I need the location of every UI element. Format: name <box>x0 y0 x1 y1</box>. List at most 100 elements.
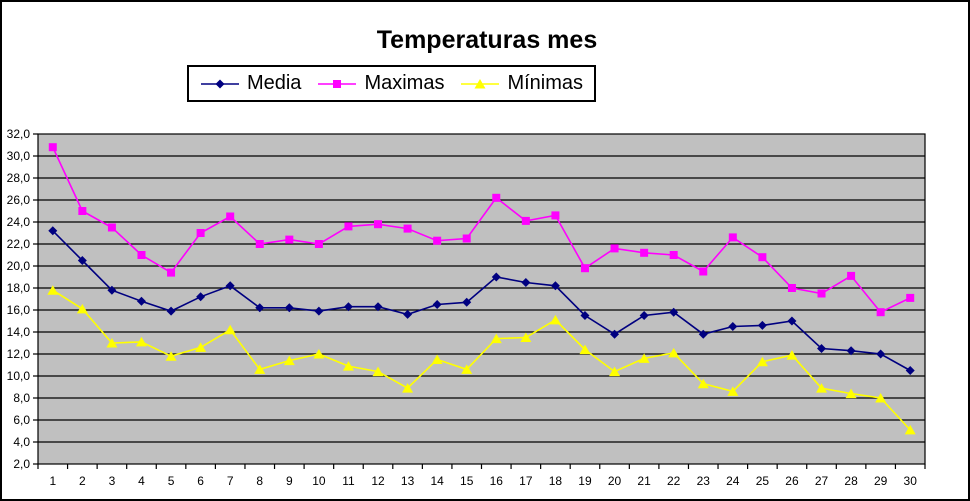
data-point-square-icon <box>492 193 501 202</box>
legend-marker-diamond-icon <box>215 79 225 88</box>
data-point-triangle-icon <box>786 350 798 360</box>
data-point-triangle-icon <box>875 393 887 403</box>
plot-background <box>37 133 926 465</box>
series-line <box>52 289 911 431</box>
data-point-square-icon <box>728 233 737 242</box>
y-tick-label: 16,0 <box>7 303 31 317</box>
data-point-square-icon <box>344 222 353 231</box>
x-tick-label: 23 <box>697 474 711 488</box>
y-tick-label: 28,0 <box>7 171 31 185</box>
data-point-square-icon <box>137 251 146 259</box>
y-tick-label: 8,0 <box>13 391 30 405</box>
x-tick-label: 5 <box>168 474 175 488</box>
x-tick-label: 25 <box>756 474 770 488</box>
data-point-square-icon <box>107 223 116 232</box>
data-point-diamond-icon <box>550 281 560 291</box>
data-point-square-icon <box>610 244 619 253</box>
data-point-diamond-icon <box>432 300 442 309</box>
series-line <box>52 146 911 314</box>
data-point-diamond-icon <box>580 311 590 320</box>
x-tick-label: 13 <box>401 474 415 488</box>
x-tick-label: 1 <box>49 474 56 488</box>
maximas-line-square-icon <box>318 79 357 88</box>
data-point-triangle-icon <box>638 353 650 363</box>
data-point-diamond-icon <box>373 302 383 312</box>
data-point-triangle-icon <box>47 285 59 295</box>
legend-marker-square-icon <box>333 79 342 88</box>
data-point-diamond-icon <box>48 226 58 236</box>
data-point-triangle-icon <box>135 336 147 347</box>
data-point-triangle-icon <box>579 344 591 355</box>
data-point-diamond-icon <box>491 272 501 282</box>
x-tick-label: 16 <box>490 474 504 488</box>
data-point-triangle-icon <box>254 364 266 374</box>
data-point-diamond-icon <box>314 306 324 316</box>
series-mínimas <box>47 285 916 435</box>
series-maximas <box>48 143 915 317</box>
data-point-square-icon <box>669 251 678 259</box>
data-point-triangle-icon <box>402 383 414 393</box>
x-tick-label: 8 <box>256 474 263 488</box>
legend-item-media: Media <box>200 72 301 95</box>
y-tick-label: 4,0 <box>13 435 30 449</box>
y-tick-label: 32,0 <box>7 127 31 141</box>
x-tick-label: 3 <box>109 474 116 488</box>
x-tick-label: 9 <box>286 474 293 488</box>
x-tick-label: 2 <box>79 474 86 488</box>
data-point-square-icon <box>48 143 57 152</box>
data-point-square-icon <box>758 253 767 262</box>
x-tick-label: 21 <box>637 474 651 488</box>
data-point-triangle-icon <box>431 354 443 364</box>
data-point-triangle-icon <box>224 324 236 335</box>
data-point-triangle-icon <box>342 361 354 371</box>
data-point-triangle-icon <box>609 366 621 377</box>
series-media <box>48 226 915 375</box>
x-tick-label: 29 <box>874 474 888 488</box>
data-point-diamond-icon <box>610 329 620 339</box>
data-point-square-icon <box>226 212 235 221</box>
legend-marker-triangle-icon <box>474 78 486 88</box>
y-tick-label: 18,0 <box>7 281 31 295</box>
data-point-triangle-icon <box>520 332 532 342</box>
y-tick-label: 24,0 <box>7 215 31 229</box>
chart-title: Temperaturas mes <box>376 26 598 54</box>
data-point-diamond-icon <box>284 303 294 313</box>
y-tick-label: 12,0 <box>7 347 31 361</box>
data-point-diamond-icon <box>817 344 827 353</box>
data-point-triangle-icon <box>845 388 857 399</box>
x-tick-label: 27 <box>815 474 829 488</box>
x-tick-label: 14 <box>430 474 444 488</box>
x-tick-label: 30 <box>904 474 918 488</box>
x-tick-label: 17 <box>519 474 533 488</box>
data-point-diamond-icon <box>639 311 649 320</box>
data-point-diamond-icon <box>757 320 767 330</box>
data-point-square-icon <box>580 264 589 273</box>
x-tick-label: 18 <box>549 474 563 488</box>
legend: Media Maximas Mínimas <box>187 65 596 102</box>
data-point-triangle-icon <box>490 333 502 344</box>
legend-label-minimas: Mínimas <box>507 72 584 94</box>
legend-label-maximas: Maximas <box>364 72 445 94</box>
legend-item-minimas: Mínimas <box>460 72 583 95</box>
x-tick-label: 15 <box>460 474 474 488</box>
data-point-diamond-icon <box>107 285 117 295</box>
x-tick-label: 12 <box>371 474 385 488</box>
data-point-triangle-icon <box>756 356 768 367</box>
x-tick-label: 24 <box>726 474 740 488</box>
data-point-square-icon <box>285 235 294 244</box>
data-point-diamond-icon <box>196 292 206 302</box>
data-point-triangle-icon <box>165 351 177 361</box>
y-tick-label: 22,0 <box>7 237 31 251</box>
data-point-square-icon <box>521 216 530 225</box>
x-tick-label: 10 <box>312 474 326 488</box>
y-tick-label: 2,0 <box>13 457 30 471</box>
data-point-diamond-icon <box>698 329 708 339</box>
y-tick-label: 14,0 <box>7 325 31 339</box>
data-point-diamond-icon <box>255 303 265 313</box>
data-point-triangle-icon <box>549 314 561 325</box>
data-point-square-icon <box>699 267 708 276</box>
data-point-triangle-icon <box>76 303 88 314</box>
data-point-square-icon <box>403 224 412 233</box>
data-point-diamond-icon <box>728 322 738 331</box>
data-point-diamond-icon <box>166 306 176 316</box>
